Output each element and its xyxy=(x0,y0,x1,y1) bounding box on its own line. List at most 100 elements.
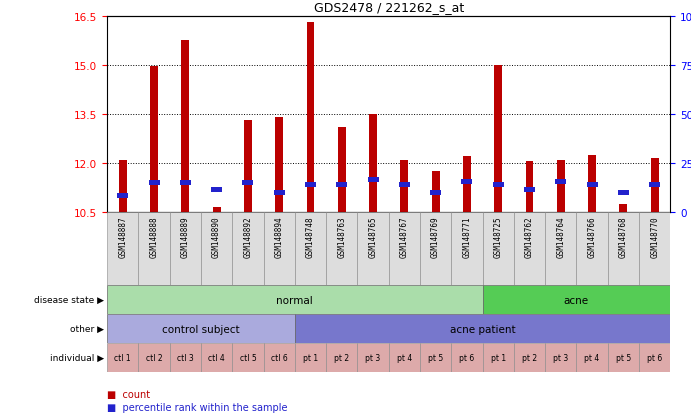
Bar xyxy=(357,344,388,372)
Text: pt 3: pt 3 xyxy=(366,353,381,362)
Bar xyxy=(274,191,285,195)
Bar xyxy=(493,183,504,188)
Text: GSM148763: GSM148763 xyxy=(337,216,346,258)
Bar xyxy=(368,178,379,183)
Bar xyxy=(107,286,482,314)
Bar xyxy=(482,213,514,285)
Bar xyxy=(295,315,670,343)
Text: GSM148889: GSM148889 xyxy=(181,216,190,258)
Bar xyxy=(182,41,189,213)
Bar xyxy=(357,213,388,285)
Bar xyxy=(149,181,160,186)
Bar xyxy=(432,172,439,213)
Bar xyxy=(463,157,471,213)
Text: pt 5: pt 5 xyxy=(616,353,631,362)
Text: pt 6: pt 6 xyxy=(647,353,662,362)
Bar xyxy=(649,183,660,188)
Text: ■  percentile rank within the sample: ■ percentile rank within the sample xyxy=(107,402,287,412)
Text: GSM148771: GSM148771 xyxy=(462,216,471,258)
Bar xyxy=(107,213,138,285)
Bar xyxy=(451,213,482,285)
Bar xyxy=(369,114,377,213)
Text: GSM148748: GSM148748 xyxy=(306,216,315,258)
Bar xyxy=(545,344,576,372)
Bar xyxy=(213,208,220,213)
Bar xyxy=(170,213,201,285)
Text: GSM148767: GSM148767 xyxy=(400,216,409,258)
Bar xyxy=(326,213,357,285)
Text: pt 6: pt 6 xyxy=(460,353,475,362)
Text: ■  count: ■ count xyxy=(107,389,150,399)
Text: pt 1: pt 1 xyxy=(303,353,318,362)
Text: GSM148892: GSM148892 xyxy=(243,216,252,258)
Bar xyxy=(107,315,295,343)
Bar xyxy=(514,344,545,372)
Bar xyxy=(170,344,201,372)
Bar xyxy=(514,213,545,285)
Bar xyxy=(556,179,566,184)
Text: pt 2: pt 2 xyxy=(334,353,350,362)
Bar xyxy=(232,213,263,285)
Text: ctl 6: ctl 6 xyxy=(271,353,287,362)
Text: GSM148765: GSM148765 xyxy=(368,216,377,258)
Bar xyxy=(295,213,326,285)
Text: GSM148888: GSM148888 xyxy=(149,216,158,258)
Bar xyxy=(576,344,607,372)
Bar xyxy=(180,181,191,186)
Bar xyxy=(420,344,451,372)
Text: GSM148766: GSM148766 xyxy=(587,216,596,258)
Text: GSM148762: GSM148762 xyxy=(525,216,534,258)
Bar xyxy=(263,213,295,285)
Bar xyxy=(607,213,639,285)
Bar xyxy=(545,213,576,285)
Bar xyxy=(588,155,596,213)
Text: GSM148769: GSM148769 xyxy=(431,216,440,258)
Text: GSM148764: GSM148764 xyxy=(556,216,565,258)
Text: pt 3: pt 3 xyxy=(553,353,569,362)
Text: acne: acne xyxy=(564,295,589,305)
Text: pt 2: pt 2 xyxy=(522,353,537,362)
Bar xyxy=(243,181,254,186)
Text: GSM148725: GSM148725 xyxy=(493,216,502,258)
Bar xyxy=(651,159,659,213)
Bar xyxy=(400,160,408,213)
Title: GDS2478 / 221262_s_at: GDS2478 / 221262_s_at xyxy=(314,1,464,14)
Text: ctl 3: ctl 3 xyxy=(177,353,193,362)
Text: GSM148894: GSM148894 xyxy=(275,216,284,258)
Text: GSM148770: GSM148770 xyxy=(650,216,659,258)
Text: other ▶: other ▶ xyxy=(70,324,104,333)
Bar xyxy=(587,183,598,188)
Text: ctl 4: ctl 4 xyxy=(208,353,225,362)
Bar xyxy=(211,188,222,192)
Bar xyxy=(494,66,502,213)
Text: pt 1: pt 1 xyxy=(491,353,506,362)
Bar xyxy=(619,204,627,213)
Text: pt 5: pt 5 xyxy=(428,353,443,362)
Text: ctl 1: ctl 1 xyxy=(115,353,131,362)
Bar xyxy=(119,160,126,213)
Text: pt 4: pt 4 xyxy=(585,353,600,362)
Bar xyxy=(462,179,473,184)
Text: GSM148887: GSM148887 xyxy=(118,216,127,258)
Bar xyxy=(275,118,283,213)
Bar xyxy=(607,344,639,372)
Text: ctl 5: ctl 5 xyxy=(240,353,256,362)
Bar xyxy=(295,344,326,372)
Bar xyxy=(451,344,482,372)
Bar xyxy=(326,344,357,372)
Bar xyxy=(420,213,451,285)
Bar xyxy=(388,213,420,285)
Bar xyxy=(107,344,138,372)
Bar xyxy=(524,188,535,192)
Bar xyxy=(576,213,607,285)
Bar xyxy=(618,191,629,195)
Bar xyxy=(388,344,420,372)
Bar xyxy=(138,213,170,285)
Bar xyxy=(201,344,232,372)
Text: ctl 2: ctl 2 xyxy=(146,353,162,362)
Text: normal: normal xyxy=(276,295,313,305)
Text: individual ▶: individual ▶ xyxy=(50,353,104,362)
Text: disease state ▶: disease state ▶ xyxy=(34,295,104,304)
Bar xyxy=(201,213,232,285)
Bar xyxy=(526,162,533,213)
